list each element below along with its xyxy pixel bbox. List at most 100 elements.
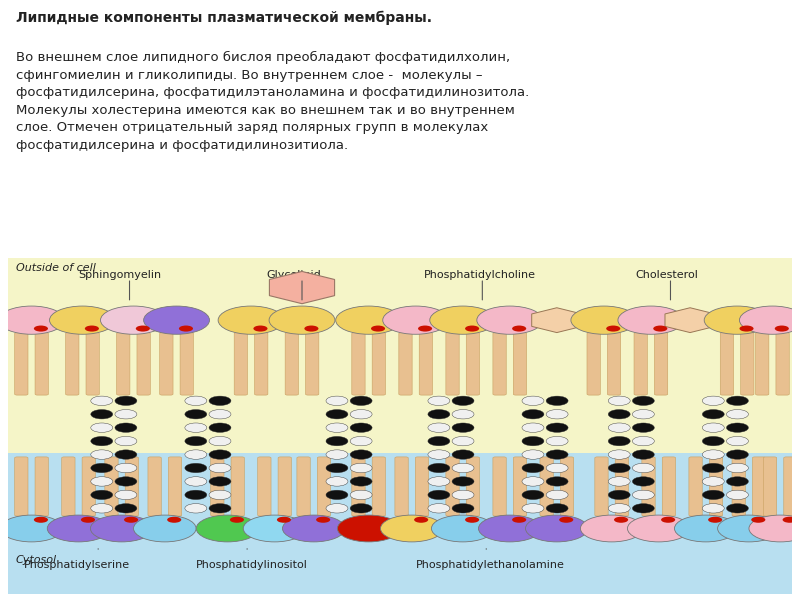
Circle shape [726, 396, 749, 406]
Circle shape [209, 477, 231, 486]
Circle shape [608, 396, 630, 406]
Bar [8, 258, 792, 453]
Circle shape [526, 515, 588, 542]
Circle shape [34, 326, 48, 332]
Circle shape [546, 436, 568, 446]
Circle shape [512, 326, 526, 332]
Circle shape [167, 517, 182, 523]
FancyBboxPatch shape [160, 332, 173, 395]
Circle shape [0, 515, 63, 542]
Text: Phosphatidylserine: Phosphatidylserine [24, 560, 130, 571]
Circle shape [452, 423, 474, 433]
FancyBboxPatch shape [689, 457, 702, 516]
FancyBboxPatch shape [234, 332, 247, 395]
Circle shape [185, 450, 207, 459]
Circle shape [452, 503, 474, 513]
FancyBboxPatch shape [395, 457, 408, 516]
Circle shape [428, 463, 450, 473]
Circle shape [179, 326, 193, 332]
Circle shape [522, 423, 544, 433]
Text: Outside of cell: Outside of cell [16, 263, 96, 273]
Circle shape [326, 490, 348, 500]
Circle shape [522, 436, 544, 446]
FancyBboxPatch shape [415, 457, 429, 516]
FancyBboxPatch shape [642, 457, 655, 516]
Circle shape [608, 450, 630, 459]
Circle shape [269, 306, 335, 334]
Circle shape [185, 423, 207, 433]
Circle shape [465, 517, 479, 523]
FancyBboxPatch shape [82, 457, 95, 516]
Circle shape [452, 463, 474, 473]
Circle shape [702, 463, 724, 473]
Circle shape [522, 410, 544, 419]
Circle shape [243, 515, 306, 542]
Text: Phosphatidylethanolamine: Phosphatidylethanolamine [416, 560, 565, 571]
Circle shape [452, 477, 474, 486]
Circle shape [704, 306, 770, 334]
Circle shape [452, 490, 474, 500]
FancyBboxPatch shape [180, 332, 194, 395]
Circle shape [632, 450, 654, 459]
FancyBboxPatch shape [419, 332, 433, 395]
Circle shape [209, 490, 231, 500]
Circle shape [702, 410, 724, 419]
Circle shape [115, 503, 137, 513]
Circle shape [522, 396, 544, 406]
Circle shape [418, 326, 432, 332]
Circle shape [546, 463, 568, 473]
Circle shape [336, 306, 402, 334]
FancyBboxPatch shape [86, 332, 99, 395]
FancyBboxPatch shape [105, 457, 118, 516]
FancyBboxPatch shape [607, 332, 621, 395]
Circle shape [608, 503, 630, 513]
Circle shape [282, 515, 345, 542]
FancyBboxPatch shape [446, 457, 459, 516]
Circle shape [326, 477, 348, 486]
Circle shape [115, 477, 137, 486]
Circle shape [608, 490, 630, 500]
Circle shape [702, 436, 724, 446]
Circle shape [47, 515, 110, 542]
Circle shape [34, 517, 48, 523]
Circle shape [81, 517, 95, 523]
Circle shape [782, 517, 797, 523]
Circle shape [702, 477, 724, 486]
Circle shape [522, 477, 544, 486]
Circle shape [702, 423, 724, 433]
Circle shape [277, 517, 291, 523]
Circle shape [726, 410, 749, 419]
Circle shape [580, 515, 643, 542]
FancyBboxPatch shape [514, 332, 526, 395]
Circle shape [185, 490, 207, 500]
Circle shape [371, 517, 385, 523]
Circle shape [115, 410, 137, 419]
Circle shape [452, 410, 474, 419]
Circle shape [90, 463, 113, 473]
FancyBboxPatch shape [755, 332, 769, 395]
Circle shape [326, 396, 348, 406]
Circle shape [546, 477, 568, 486]
Circle shape [718, 515, 780, 542]
Circle shape [546, 503, 568, 513]
Circle shape [304, 326, 318, 332]
FancyBboxPatch shape [306, 332, 319, 395]
FancyBboxPatch shape [62, 457, 75, 516]
Circle shape [185, 463, 207, 473]
Circle shape [90, 423, 113, 433]
Text: Sphingomyelin: Sphingomyelin [78, 270, 162, 280]
Circle shape [90, 436, 113, 446]
FancyBboxPatch shape [776, 332, 790, 395]
Circle shape [546, 450, 568, 459]
Circle shape [326, 423, 348, 433]
Circle shape [350, 463, 372, 473]
FancyBboxPatch shape [595, 457, 608, 516]
FancyBboxPatch shape [493, 332, 506, 395]
Circle shape [350, 410, 372, 419]
Circle shape [326, 503, 348, 513]
Circle shape [726, 436, 749, 446]
FancyBboxPatch shape [399, 332, 412, 395]
Circle shape [608, 463, 630, 473]
FancyBboxPatch shape [587, 332, 600, 395]
FancyBboxPatch shape [560, 457, 574, 516]
